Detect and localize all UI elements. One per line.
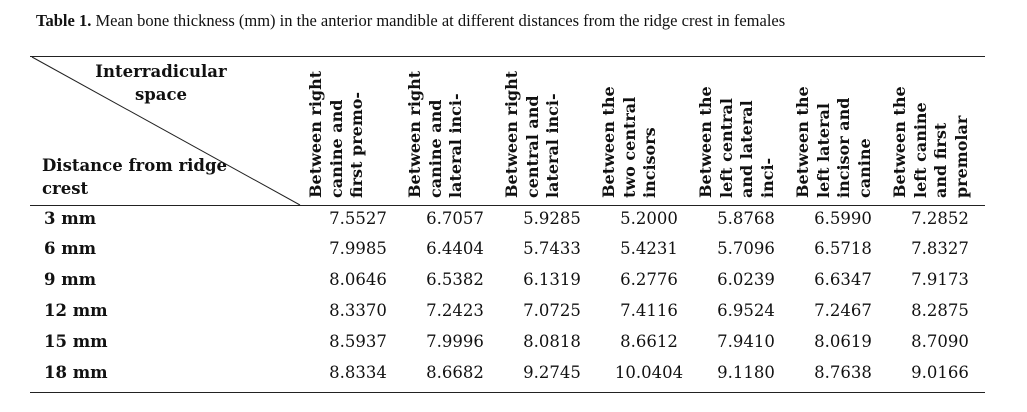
column-header-2: Between right canine and lateral inci- [395, 56, 491, 205]
row-label: 15 mm [44, 332, 108, 351]
table-cell: 5.7433 [523, 239, 581, 258]
column-header-text: Between the left central and lateral inc… [696, 86, 777, 198]
table-cell: 7.5527 [329, 209, 387, 228]
table-cell: 8.5937 [329, 332, 387, 351]
row-label: 9 mm [44, 270, 97, 289]
table-cell: 6.5990 [814, 209, 872, 228]
table-cell: 6.1319 [523, 270, 581, 289]
table-cell: 6.5718 [814, 239, 872, 258]
table-cell: 6.6347 [814, 270, 872, 289]
table-cell: 8.6682 [426, 363, 484, 382]
table-cell: 8.8334 [329, 363, 387, 382]
table-cell: 8.0818 [523, 332, 581, 351]
column-header-text: Between the left canine and first premol… [890, 86, 971, 198]
table-cell: 7.9985 [329, 239, 387, 258]
table-cell: 7.9996 [426, 332, 484, 351]
corner-header-columns: Interradicular space [95, 62, 227, 104]
data-table: Interradicular space Distance from ridge… [30, 56, 985, 394]
table-cell: 6.5382 [426, 270, 484, 289]
row-label: 3 mm [44, 209, 97, 228]
table-cell: 8.3370 [329, 301, 387, 320]
corner-header-rows: Distance from ridge crest [42, 154, 232, 200]
table-cell: 5.9285 [523, 209, 581, 228]
row-label: 12 mm [44, 301, 108, 320]
table-caption: Table 1. Mean bone thickness (mm) in the… [36, 11, 785, 31]
table-cell: 5.4231 [620, 239, 678, 258]
table-cell: 6.7057 [426, 209, 484, 228]
table-cell: 5.2000 [620, 209, 678, 228]
table-cell: 6.2776 [620, 270, 678, 289]
table-cell: 7.9410 [717, 332, 775, 351]
table-rule-top [30, 56, 985, 57]
table-cell: 7.9173 [911, 270, 969, 289]
corner-header-rows-text: Distance from ridge crest [42, 156, 227, 198]
column-header-text: Between right canine and first premo- [306, 70, 366, 198]
corner-diagonal-line [31, 56, 301, 206]
table-cell: 8.7090 [911, 332, 969, 351]
row-label: 6 mm [44, 239, 97, 258]
table-cell: 9.2745 [523, 363, 581, 382]
column-header-4: Between the two central incisors [589, 56, 685, 205]
table-cell: 8.0646 [329, 270, 387, 289]
table-cell: 8.7638 [814, 363, 872, 382]
column-header-text: Between right canine and lateral inci- [405, 70, 465, 198]
table-cell: 10.0404 [614, 363, 684, 382]
table-rule-bottom [30, 392, 985, 393]
table-cell: 9.0166 [911, 363, 969, 382]
column-header-text: Between the two central incisors [599, 86, 659, 198]
table-cell: 8.2875 [911, 301, 969, 320]
column-header-5: Between the left central and lateral inc… [686, 56, 782, 205]
table-cell: 6.9524 [717, 301, 775, 320]
caption-label: Table 1. [36, 11, 92, 30]
row-label: 18 mm [44, 363, 108, 382]
table-rule-header [30, 205, 985, 206]
table-cell: 7.2467 [814, 301, 872, 320]
column-header-7: Between the left canine and first premol… [880, 56, 976, 205]
table-cell: 7.0725 [523, 301, 581, 320]
table-cell: 8.6612 [620, 332, 678, 351]
table-cell: 7.8327 [911, 239, 969, 258]
caption-text: Mean bone thickness (mm) in the anterior… [95, 11, 786, 30]
table-cell: 9.1180 [717, 363, 775, 382]
table-cell: 5.7096 [717, 239, 775, 258]
column-header-3: Between right central and lateral inci- [492, 56, 588, 205]
table-cell: 7.2423 [426, 301, 484, 320]
table-cell: 6.4404 [426, 239, 484, 258]
table-cell: 5.8768 [717, 209, 775, 228]
table-cell: 6.0239 [717, 270, 775, 289]
table-cell: 7.4116 [620, 301, 678, 320]
table-cell: 7.2852 [911, 209, 969, 228]
column-header-text: Between right central and lateral inci- [502, 70, 562, 198]
table-cell: 8.0619 [814, 332, 872, 351]
column-header-1: Between right canine and first premo- [296, 56, 392, 205]
column-header-text: Between the left lateral incisor and can… [793, 86, 874, 198]
column-header-6: Between the left lateral incisor and can… [783, 56, 879, 205]
